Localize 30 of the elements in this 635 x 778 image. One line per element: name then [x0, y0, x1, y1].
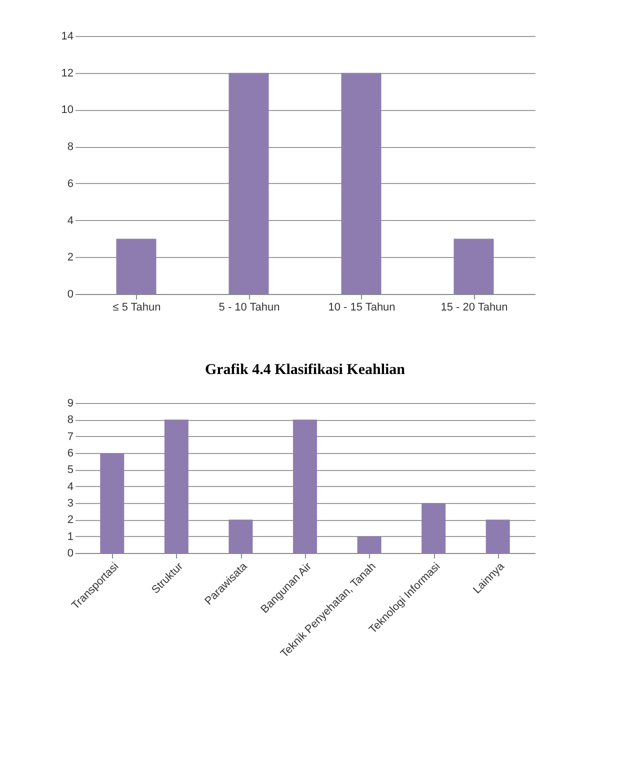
y-tick-label: 9	[67, 398, 74, 410]
bar	[100, 453, 124, 553]
y-tick-label: 1	[67, 530, 74, 543]
bar	[164, 420, 188, 553]
y-tick-label: 0	[67, 288, 74, 300]
bar	[422, 503, 446, 553]
bar	[357, 536, 382, 553]
x-tick-label: 5 - 10 Tahun	[218, 302, 280, 314]
y-tick-label: 8	[67, 414, 74, 426]
y-tick-label: 3	[67, 498, 74, 510]
bar	[293, 420, 317, 553]
chart-title: Grafik 4.4 Klasifikasi Keahlian	[204, 362, 406, 378]
x-tick-label: 15 - 20 Tahun	[440, 302, 508, 314]
bar	[228, 520, 253, 553]
y-tick-label: 2	[67, 514, 74, 526]
y-tick-label: 8	[67, 141, 74, 154]
y-tick-label: 6	[67, 178, 74, 190]
x-tick-label: ≤ 5 Tahun	[112, 302, 161, 314]
y-tick-label: 10	[61, 104, 74, 116]
x-tick-label: 10 - 15 Tahun	[328, 302, 396, 314]
y-tick-label: 7	[67, 430, 74, 443]
y-tick-label: 4	[67, 214, 74, 227]
y-tick-label: 12	[61, 67, 74, 80]
y-tick-label: 2	[67, 252, 74, 264]
y-tick-label: 5	[67, 464, 74, 476]
y-tick-label: 4	[67, 480, 74, 493]
bar	[486, 520, 510, 553]
y-tick-label: 6	[67, 448, 74, 460]
y-tick-label: 14	[61, 30, 74, 42]
y-tick-label: 0	[67, 548, 74, 560]
